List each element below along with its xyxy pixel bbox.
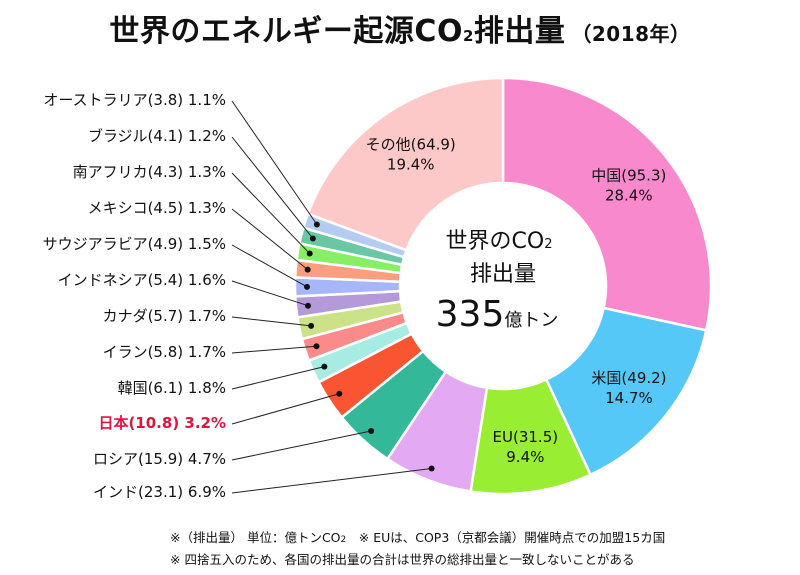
leader-dot-10 (304, 283, 311, 290)
leader-line-4 (231, 430, 372, 461)
center-line1: 世界のCO2 (446, 229, 553, 254)
slice-label-7: イラン(5.8) 1.7% (103, 343, 226, 361)
slice-label-percent-1: 14.7% (605, 389, 653, 407)
slice-label-5: 日本(10.8) 3.2% (98, 414, 226, 432)
slice-label-name-15: その他(64.9) (366, 135, 456, 153)
title-year: （2018年） (571, 22, 691, 46)
title-main: 世界のエネルギー起源CO (109, 14, 463, 49)
slice-label-name-0: 中国(95.3) (591, 167, 666, 185)
slice-label-9: インドネシア(5.4) 1.6% (58, 271, 226, 289)
leader-dot-14 (313, 221, 320, 228)
slice-label-4: ロシア(15.9) 4.7% (93, 450, 226, 468)
title-tail: 排出量 (473, 14, 566, 49)
leader-line-13 (231, 136, 314, 239)
slice-label-12: 南アフリカ(4.3) 1.3% (73, 163, 226, 181)
slice-label-8: カナダ(5.7) 1.7% (103, 307, 226, 325)
slice-label-percent-15: 19.4% (387, 155, 435, 173)
leader-dot-12 (306, 250, 313, 257)
footnote-units-text: ※（排出量） 単位：億トンCO (170, 530, 341, 545)
slice-label-6: 韓国(6.1) 1.8% (118, 379, 226, 397)
leader-line-10 (231, 244, 308, 288)
slice-label-13: ブラジル(4.1) 1.2% (88, 127, 226, 145)
center-label: 世界のCO2 排出量 335億トン (436, 229, 559, 335)
center-total-value: 335億トン (436, 294, 559, 335)
slice-label-10: サウジアラビア(4.9) 1.5% (43, 235, 226, 253)
leader-dot-6 (321, 363, 328, 370)
leader-line-9 (231, 280, 309, 307)
leader-dot-9 (304, 302, 311, 309)
slice-label-14: オーストラリア(3.8) 1.1% (43, 91, 226, 109)
leader-line-5 (231, 393, 340, 425)
slice-label-name-2: EU(31.5) (493, 428, 559, 446)
leader-dot-11 (304, 266, 311, 273)
leader-dot-4 (368, 427, 375, 434)
slice-label-name-1: 米国(49.2) (591, 369, 666, 387)
title-subscript: 2 (462, 27, 474, 45)
chart-title: 世界のエネルギー起源CO2排出量 （2018年） (0, 6, 800, 50)
leader-line-8 (231, 316, 312, 327)
leader-line-7 (231, 345, 317, 354)
footnote-rounding: ※ 四捨五入のため、各国の排出量の合計は世界の総排出量と一致しないことがある (170, 552, 635, 567)
center-total-unit: 億トン (504, 310, 558, 331)
pie-slice-15 (306, 76, 505, 252)
slice-label-percent-2: 9.4% (506, 448, 544, 466)
leader-dot-7 (313, 343, 320, 350)
leader-line-3 (231, 468, 432, 494)
center-line1-subscript: 2 (544, 237, 552, 252)
leader-dot-5 (336, 390, 343, 397)
slice-label-3: インド(23.1) 6.9% (93, 483, 226, 501)
footnote-eu-text: ※ EUは、COP3（京都会議）開催時点での加盟15カ国 (346, 530, 666, 545)
leader-line-12 (231, 172, 311, 254)
slice-label-11: メキシコ(4.5) 1.3% (88, 199, 226, 217)
leader-dot-13 (309, 235, 316, 242)
leader-line-14 (231, 100, 318, 225)
footnote-units-subscript: 2 (340, 535, 347, 545)
leader-dot-3 (428, 465, 435, 472)
center-line2: 排出量 (470, 262, 536, 287)
leader-dot-8 (308, 322, 315, 329)
leader-line-11 (231, 208, 309, 270)
slice-label-percent-0: 28.4% (605, 187, 653, 205)
footnote-units: ※（排出量） 単位：億トンCO2 ※ EUは、COP3（京都会議）開催時点での加… (170, 527, 665, 546)
leader-line-6 (231, 366, 325, 390)
pie-slice-0 (501, 76, 713, 332)
